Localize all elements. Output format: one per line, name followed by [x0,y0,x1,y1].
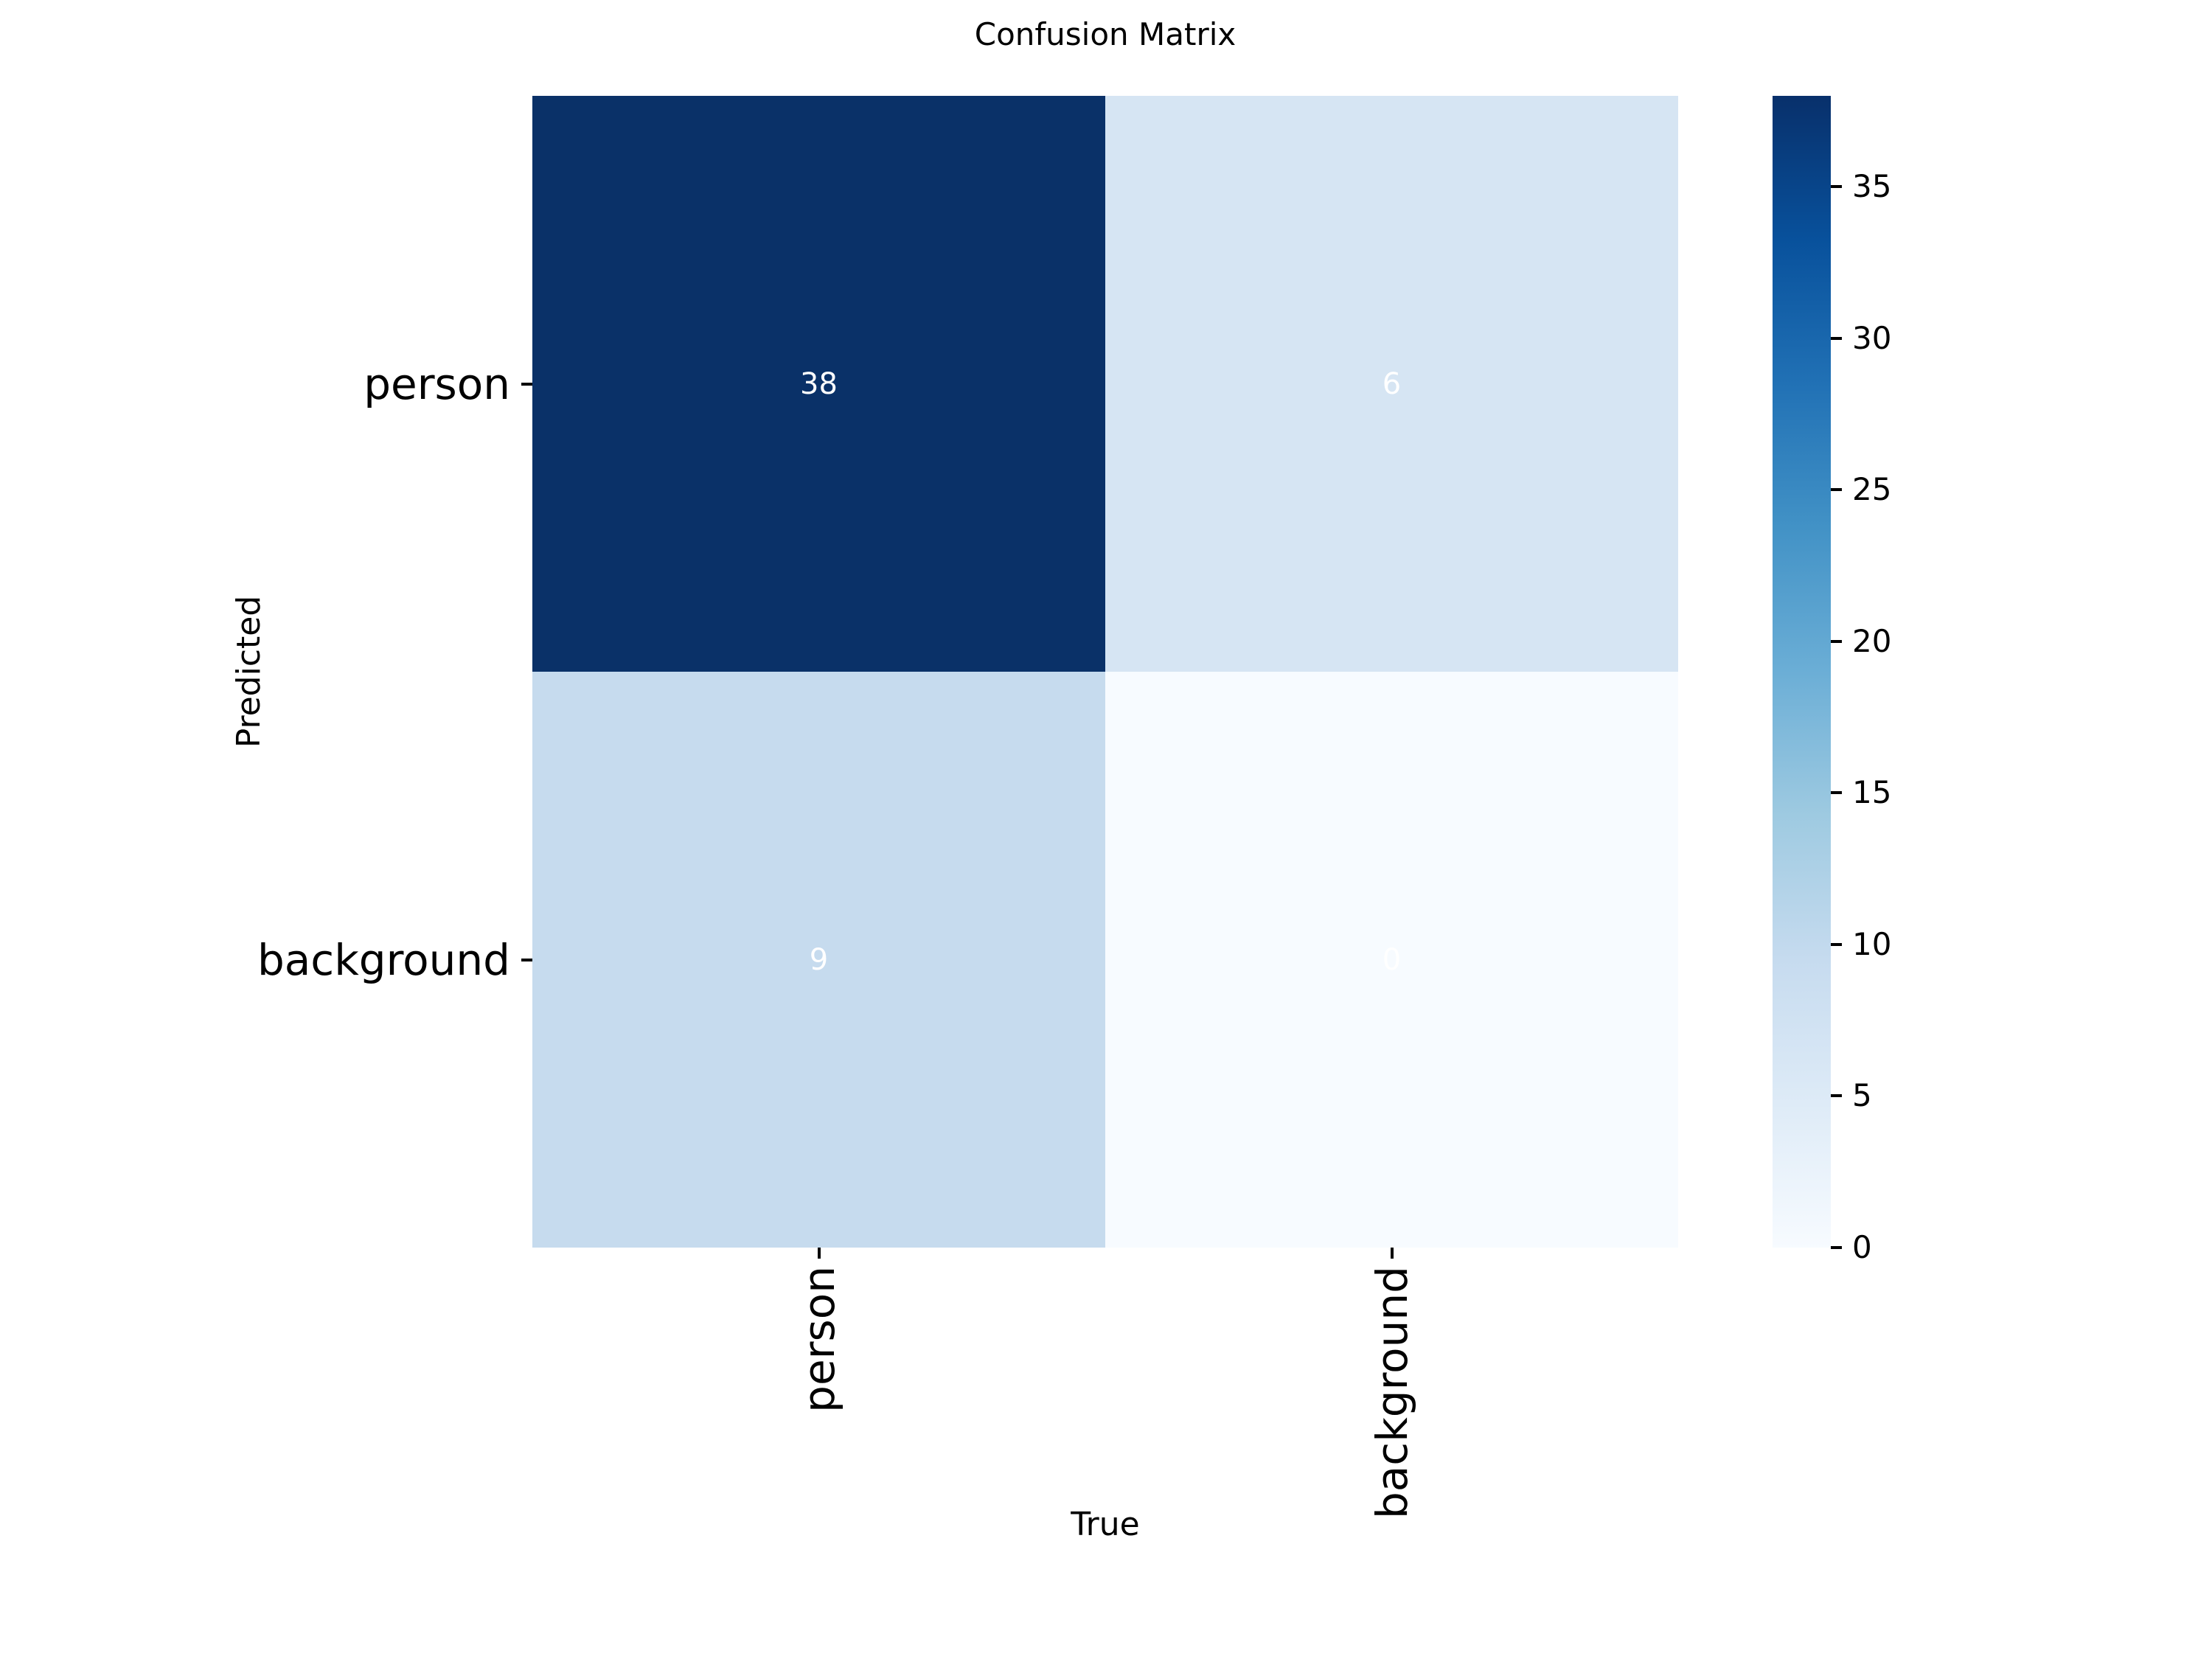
heatmap-grid: 38 6 9 0 [532,96,1678,1248]
colorbar-tick-mark [1831,336,1842,340]
heatmap-cell-pred-background-true-person: 9 [532,672,1105,1248]
x-tick-label-background: background [1366,1266,1417,1520]
y-tick-mark [521,958,532,961]
cell-annotation: 38 [800,366,838,401]
colorbar-tick-mark [1831,942,1842,946]
colorbar-tick-label-35: 35 [1852,168,1892,205]
y-axis-label: Predicted [230,595,268,748]
heatmap-cell-pred-person-true-person: 38 [532,96,1105,672]
colorbar-tick-mark [1831,791,1842,795]
heatmap-cell-pred-background-true-background: 0 [1105,672,1678,1248]
x-tick-mark [817,1248,821,1259]
colorbar [1773,96,1831,1248]
cell-annotation: 0 [1382,942,1402,977]
colorbar-tick-mark [1831,639,1842,643]
y-tick-mark [521,382,532,386]
cell-annotation: 6 [1382,366,1402,401]
cell-annotation: 9 [809,942,829,977]
y-tick-label-background: background [257,934,510,985]
colorbar-tick-mark [1831,1094,1842,1098]
colorbar-tick-mark [1831,1246,1842,1249]
heatmap-cell-pred-person-true-background: 6 [1105,96,1678,672]
x-tick-label-person: person [793,1266,844,1413]
colorbar-tick-label-5: 5 [1852,1077,1872,1114]
y-tick-label-person: person [364,358,510,409]
colorbar-tick-mark [1831,488,1842,492]
chart-title: Confusion Matrix [974,16,1237,52]
colorbar-tick-mark [1831,185,1842,189]
x-axis-label: True [1071,1506,1140,1543]
x-tick-mark [1390,1248,1394,1259]
colorbar-tick-label-0: 0 [1852,1229,1872,1265]
colorbar-tick-label-20: 20 [1852,622,1892,659]
colorbar-tick-label-25: 25 [1852,471,1892,508]
colorbar-tick-label-15: 15 [1852,774,1892,811]
colorbar-tick-label-30: 30 [1852,319,1892,356]
colorbar-tick-label-10: 10 [1852,925,1892,962]
